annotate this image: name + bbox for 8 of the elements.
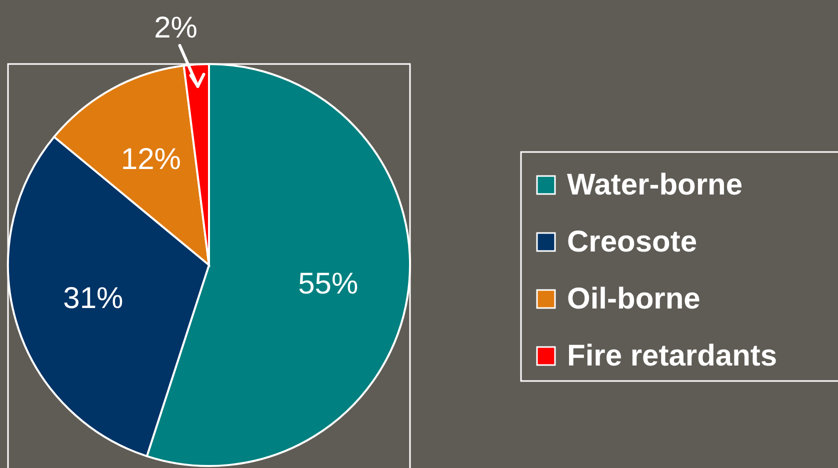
data-label: 31% [63,282,124,316]
legend-label: Oil-borne [567,282,700,316]
legend-label: Creosote [567,226,698,258]
data-label: 2% [154,11,198,44]
legend-label: Fire retardants [567,340,778,372]
data-label: 12% [120,142,181,176]
legend-label: Water-borne [567,168,743,202]
data-label: 55% [298,267,358,300]
